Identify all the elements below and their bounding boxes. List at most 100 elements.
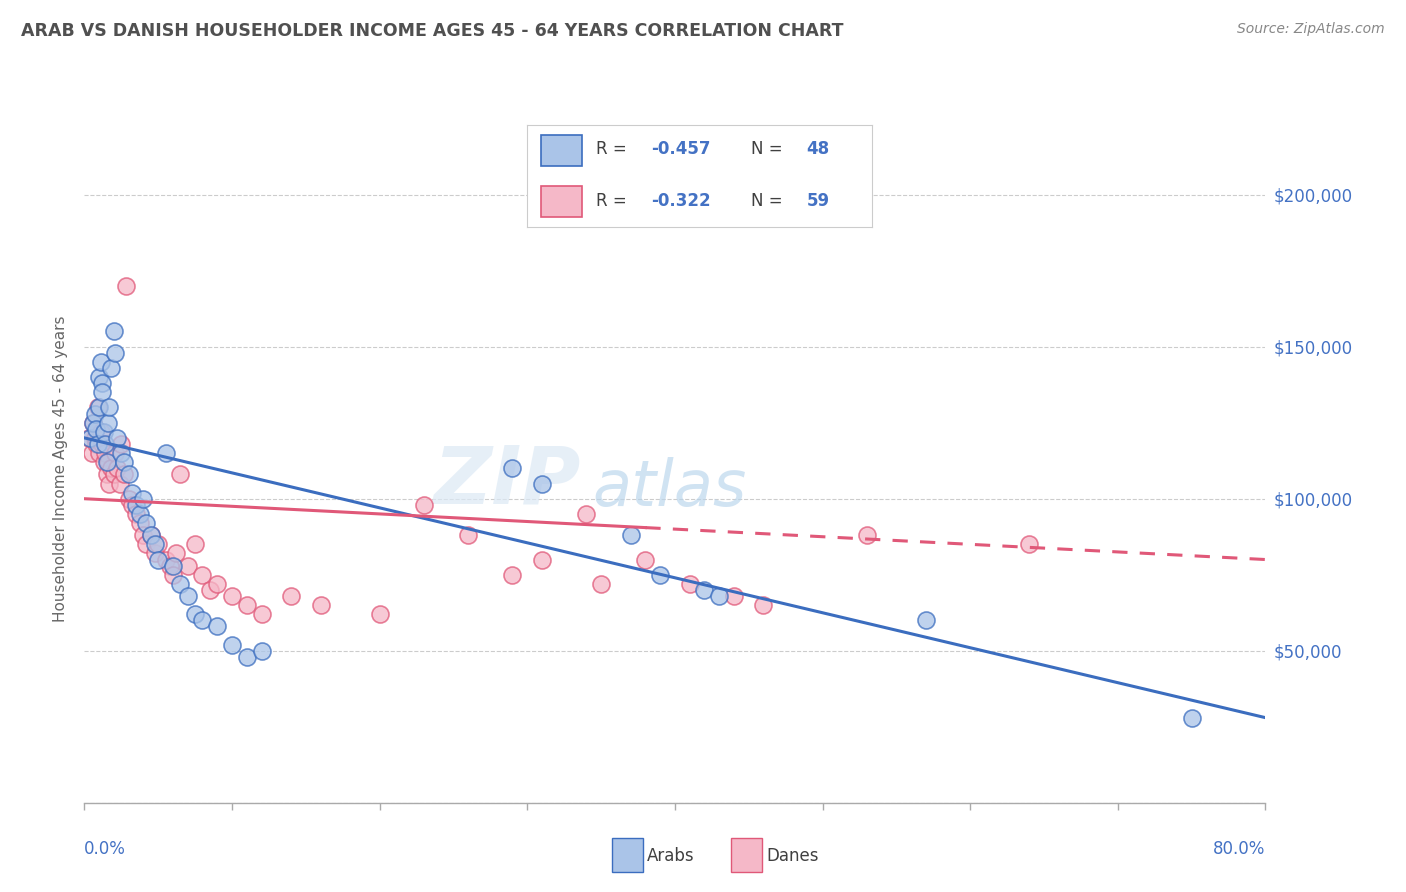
Text: N =: N = xyxy=(751,141,787,159)
Point xyxy=(198,582,221,597)
Point xyxy=(236,649,259,664)
Point xyxy=(591,577,613,591)
Point xyxy=(280,589,302,603)
Point xyxy=(97,416,120,430)
Point xyxy=(250,607,273,622)
Point xyxy=(114,278,136,293)
Point xyxy=(84,437,107,451)
Point xyxy=(143,537,166,551)
Point xyxy=(125,507,148,521)
Point xyxy=(148,537,170,551)
Point xyxy=(105,431,128,445)
Point xyxy=(501,461,523,475)
Text: Danes: Danes xyxy=(766,847,818,865)
Point xyxy=(619,528,641,542)
Point xyxy=(129,516,152,530)
Point xyxy=(89,446,111,460)
Point xyxy=(678,577,700,591)
Text: 59: 59 xyxy=(806,192,830,210)
Text: 0.0%: 0.0% xyxy=(84,839,127,857)
Point xyxy=(709,589,731,603)
Point xyxy=(112,455,135,469)
Point xyxy=(77,431,100,445)
Point xyxy=(191,613,214,627)
Point xyxy=(96,467,118,482)
Point xyxy=(125,498,148,512)
Point xyxy=(634,552,657,566)
Point xyxy=(162,567,184,582)
Point xyxy=(855,528,877,542)
Text: ARAB VS DANISH HOUSEHOLDER INCOME AGES 45 - 64 YEARS CORRELATION CHART: ARAB VS DANISH HOUSEHOLDER INCOME AGES 4… xyxy=(21,22,844,40)
Point xyxy=(184,537,207,551)
Text: R =: R = xyxy=(596,141,633,159)
Point xyxy=(221,589,243,603)
Bar xyxy=(541,186,582,218)
Point xyxy=(139,528,162,542)
Point xyxy=(159,558,181,573)
Point xyxy=(103,467,125,482)
Point xyxy=(1181,711,1204,725)
Text: ZIP: ZIP xyxy=(433,442,581,521)
Point xyxy=(155,552,177,566)
Point xyxy=(80,446,103,460)
Point xyxy=(368,607,391,622)
Point xyxy=(236,598,259,612)
Point xyxy=(148,552,170,566)
Point xyxy=(184,607,207,622)
Point xyxy=(169,577,191,591)
Point xyxy=(118,491,141,506)
Text: -0.322: -0.322 xyxy=(651,192,711,210)
Point xyxy=(723,589,745,603)
Point xyxy=(752,598,775,612)
Point xyxy=(104,345,127,359)
Point xyxy=(914,613,936,627)
Point xyxy=(86,401,108,415)
Point xyxy=(177,589,200,603)
Point xyxy=(91,376,114,391)
Point xyxy=(98,476,121,491)
Point xyxy=(100,461,122,475)
Text: R =: R = xyxy=(596,192,633,210)
Point xyxy=(530,552,553,566)
Text: Source: ZipAtlas.com: Source: ZipAtlas.com xyxy=(1237,22,1385,37)
Point xyxy=(121,498,143,512)
Point xyxy=(139,528,162,542)
Point xyxy=(94,437,117,451)
Point xyxy=(82,416,104,430)
Point xyxy=(98,401,121,415)
Point xyxy=(221,638,243,652)
Text: N =: N = xyxy=(751,192,787,210)
Text: 80.0%: 80.0% xyxy=(1213,839,1265,857)
Point xyxy=(100,361,122,376)
Point xyxy=(91,437,114,451)
Point xyxy=(89,370,111,384)
Point xyxy=(79,431,101,445)
Y-axis label: Householder Income Ages 45 - 64 years: Householder Income Ages 45 - 64 years xyxy=(53,315,69,622)
Bar xyxy=(541,136,582,166)
Point xyxy=(90,425,112,439)
Text: atlas: atlas xyxy=(592,458,747,519)
Text: 48: 48 xyxy=(806,141,830,159)
Point xyxy=(250,644,273,658)
Point xyxy=(91,385,114,400)
Point xyxy=(530,476,553,491)
Point xyxy=(129,507,152,521)
Point xyxy=(118,467,141,482)
Point xyxy=(96,455,118,469)
Point xyxy=(501,567,523,582)
Point xyxy=(121,485,143,500)
Point xyxy=(93,425,115,439)
Point xyxy=(83,407,105,421)
Point xyxy=(93,455,115,469)
Point xyxy=(132,491,155,506)
Point xyxy=(1018,537,1040,551)
Point xyxy=(143,546,166,560)
Point xyxy=(105,461,128,475)
Text: -0.457: -0.457 xyxy=(651,141,711,159)
Point xyxy=(135,516,157,530)
Point xyxy=(135,537,157,551)
Point xyxy=(84,422,107,436)
Point xyxy=(457,528,479,542)
Point xyxy=(205,577,228,591)
Point xyxy=(94,446,117,460)
